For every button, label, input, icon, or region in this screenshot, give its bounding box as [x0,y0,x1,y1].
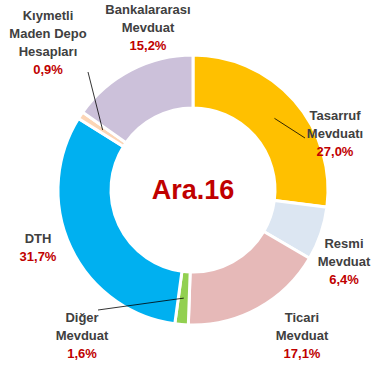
data-label: 15,2% [130,38,167,53]
category-label: TasarrufMevduatı [307,108,363,141]
category-label: ResmiMevduat [318,236,371,269]
slice [58,118,182,323]
category-label: TicariMevduat [276,310,329,343]
data-label: 31,7% [20,249,57,264]
data-label: 0,9% [33,62,63,77]
chart: TasarrufMevduatı 27,0% ResmiMevduat 6,4% Tic… [0,0,387,365]
category-label: DiğerMevduat [56,310,109,343]
leader-line [98,298,184,310]
category-label: KıymetliMaden DepoHesapları [9,8,86,59]
leader-line [88,72,103,130]
leader-line [274,118,305,138]
data-label: 1,6% [67,346,97,361]
data-label: 27,0% [317,144,354,159]
slice [83,55,193,143]
data-label: 6,4% [329,272,359,287]
center-title: Ara.16 [152,175,235,205]
category-label: BankalararasıMevduat [105,2,190,35]
category-label: DTH [25,231,52,246]
donut [58,55,328,325]
data-label: 17,1% [284,346,321,361]
